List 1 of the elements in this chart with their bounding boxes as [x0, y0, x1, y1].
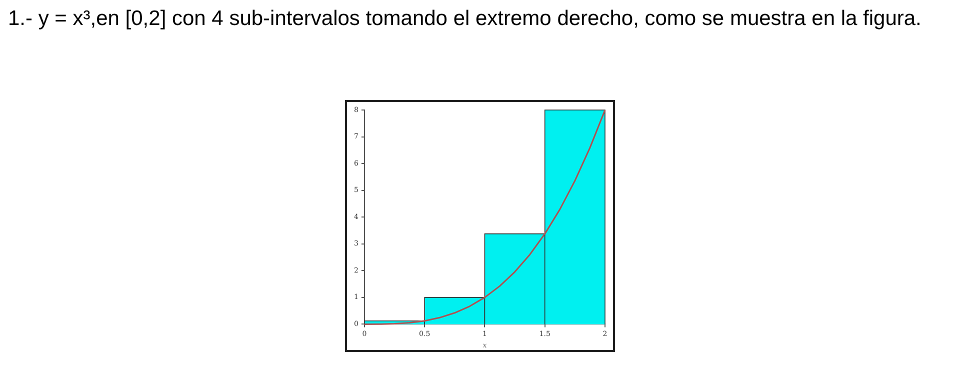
chart-title: 1.- y = x³,en [0,2] con 4 sub-intervalos tomando el extremo derecho, como se muestra en la figura.	[8, 6, 922, 31]
